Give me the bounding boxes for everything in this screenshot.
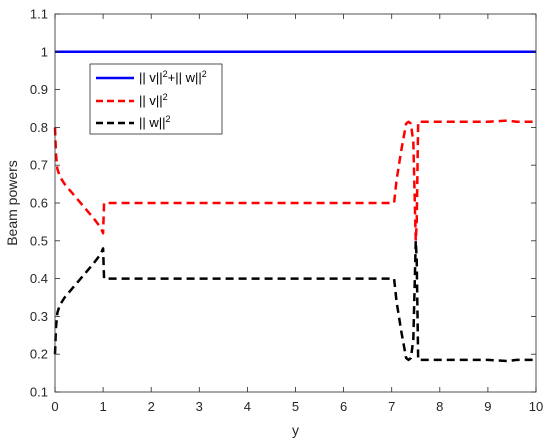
y-tick-label: 0.6: [30, 196, 48, 211]
legend-v-text: || v||: [139, 93, 163, 108]
legend-total-w-sup: 2: [202, 69, 207, 79]
x-tick-label: 1: [99, 399, 106, 414]
legend-total-w: || w||: [175, 70, 202, 85]
series-line-w: [53, 239, 536, 363]
y-tick-label: 0.4: [30, 271, 48, 286]
y-tick-label: 0.9: [30, 82, 48, 97]
x-tick-label: 2: [148, 399, 155, 414]
legend: || v||2+|| w||2 || v||2 || w||2: [89, 63, 223, 135]
legend-entry-total: || v||2+|| w||2: [139, 69, 207, 85]
y-tick-label: 1.1: [30, 7, 48, 22]
y-tick-label: 0.5: [30, 233, 48, 248]
legend-total-plus: +: [168, 70, 176, 85]
x-tick-label: 5: [292, 399, 299, 414]
x-tick-label: 6: [340, 399, 347, 414]
series-line-v: [53, 119, 536, 243]
y-tick-label: 1: [41, 44, 48, 59]
x-tick-label: 0: [51, 399, 58, 414]
legend-entry-w: || w||2: [139, 114, 171, 130]
ticks-layer: 0 1 2 3 4 5 6 7 8 9 10 0.1 0.2 0.3 0.4 0.5 0.6 0.7 0.8 0.9 1…: [30, 7, 543, 415]
legend-entry-v: || v||2: [139, 92, 168, 108]
y-axis-label: Beam powers: [4, 160, 20, 246]
x-tick-label: 7: [388, 399, 395, 414]
y-tick-label: 0.1: [30, 385, 48, 400]
y-tick-label: 0.7: [30, 158, 48, 173]
legend-w-text: || w||: [139, 115, 166, 130]
x-axis-label: y: [292, 422, 299, 438]
legend-total-v-sup: 2: [163, 69, 168, 79]
y-tick-label: 0.8: [30, 120, 48, 135]
x-tick-label: 3: [196, 399, 203, 414]
series-layer: [53, 50, 536, 363]
legend-v-sup: 2: [163, 92, 168, 102]
y-tick-label: 0.2: [30, 347, 48, 362]
y-tick-label: 0.3: [30, 309, 48, 324]
x-tick-label: 9: [484, 399, 491, 414]
x-tick-label: 10: [529, 399, 543, 414]
x-tick-label: 4: [244, 399, 251, 414]
x-tick-label: 8: [436, 399, 443, 414]
legend-w-sup: 2: [166, 114, 171, 124]
legend-total-v: || v||: [139, 70, 163, 85]
